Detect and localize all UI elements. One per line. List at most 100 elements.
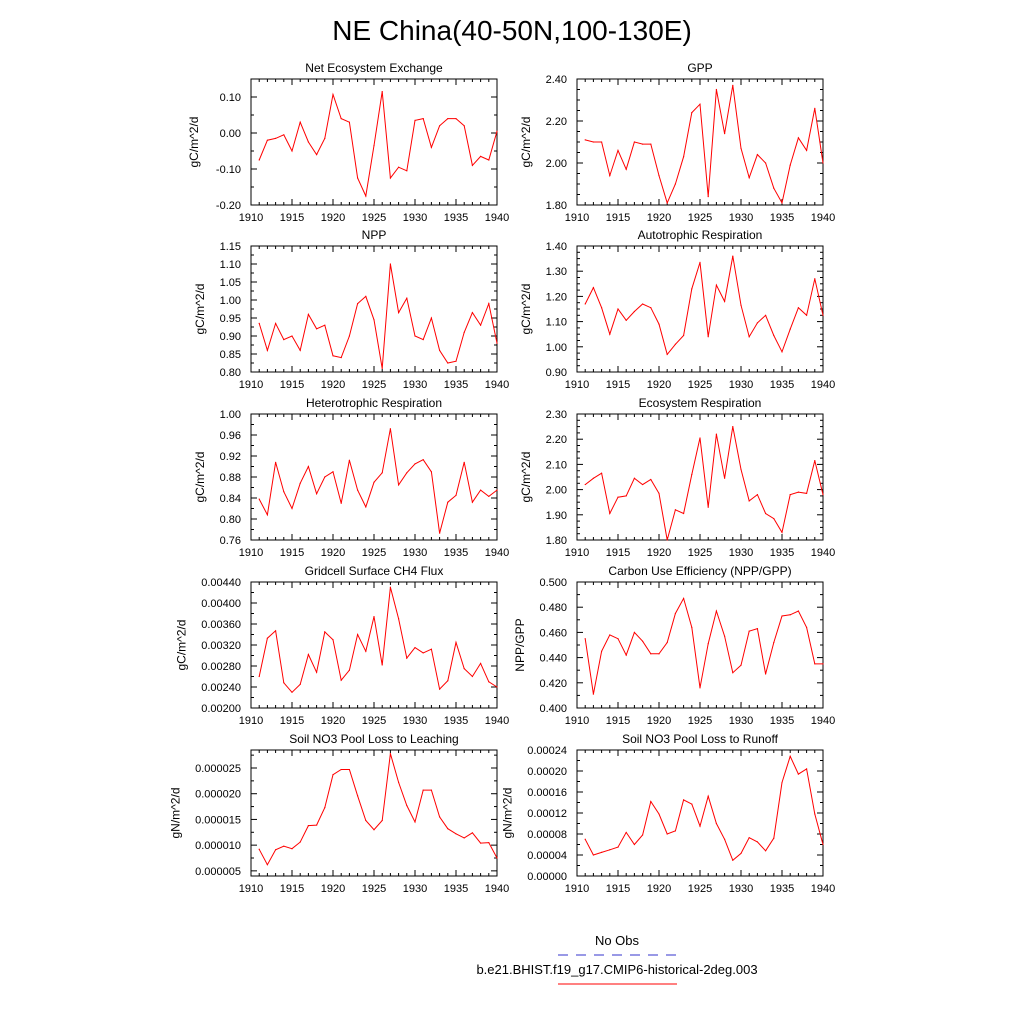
- data-point: [674, 183, 677, 185]
- legend-label-model: b.e21.BHIST.f19_g17.CMIP6-historical-2de…: [476, 962, 757, 977]
- data-point: [814, 278, 816, 280]
- panel-title: Soil NO3 Pool Loss to Leaching: [289, 732, 458, 746]
- data-point: [699, 687, 701, 689]
- data-point: [699, 261, 701, 263]
- x-tick-label: 1930: [403, 212, 427, 224]
- y-tick-label: 0.500: [539, 577, 567, 589]
- data-point: [381, 367, 383, 369]
- y-tick-label: 0.00280: [201, 661, 241, 673]
- data-point: [699, 437, 701, 439]
- data-point: [365, 650, 367, 652]
- data-point: [266, 349, 268, 351]
- data-point: [691, 112, 693, 114]
- data-point: [357, 795, 359, 797]
- data-point: [332, 355, 334, 357]
- data-point: [447, 828, 449, 830]
- data-point: [806, 149, 808, 151]
- series-line: [584, 426, 824, 541]
- data-point: [488, 303, 490, 305]
- x-tick-label: 1910: [565, 883, 589, 895]
- panel-title: Soil NO3 Pool Loss to Runoff: [622, 732, 779, 746]
- y-tick-label: 1.30: [546, 266, 567, 278]
- data-point: [797, 137, 800, 139]
- data-point: [666, 353, 668, 355]
- data-point: [707, 196, 709, 198]
- data-point: [584, 139, 586, 141]
- data-point: [683, 334, 685, 337]
- data-point: [674, 612, 677, 615]
- data-point: [357, 633, 359, 636]
- x-tick-label: 1930: [729, 715, 753, 727]
- data-point: [406, 657, 408, 659]
- data-point: [691, 288, 693, 290]
- x-tick-label: 1935: [444, 883, 468, 895]
- data-point: [348, 459, 350, 461]
- data-points: [258, 428, 498, 534]
- y-tick-label: 0.10: [220, 92, 241, 104]
- y-axis-label: gC/m^2/d: [193, 452, 207, 503]
- y-tick-label: 0.00024: [527, 745, 567, 757]
- data-point: [463, 837, 465, 839]
- series-line: [258, 428, 498, 534]
- data-point: [748, 336, 750, 338]
- data-point: [316, 493, 318, 495]
- data-points: [584, 426, 824, 541]
- x-tick-label: 1925: [688, 715, 712, 727]
- y-tick-label: 0.000025: [195, 763, 241, 775]
- y-axis-label: gC/m^2/d: [519, 117, 533, 168]
- y-axis-label: gC/m^2/d: [175, 620, 189, 671]
- series-line: [258, 587, 498, 694]
- series-line: [585, 85, 824, 205]
- data-point: [756, 628, 759, 630]
- panel-3: NPP 1910 1915 1920 1925 1930 1935 1940 0.80 0.85 0…: [193, 228, 509, 391]
- data-point: [275, 849, 277, 851]
- data-point: [365, 819, 367, 822]
- data-point: [781, 351, 783, 353]
- data-point: [797, 610, 800, 612]
- main-title: NE China(40-50N,100-130E): [332, 15, 692, 46]
- data-point: [373, 319, 375, 321]
- panel-7: Gridcell Surface CH4 Flux 1910 1915 1920 192…: [175, 564, 510, 727]
- y-tick-label: 1.15: [220, 241, 241, 253]
- data-point: [389, 177, 391, 179]
- data-point: [814, 663, 816, 665]
- data-point: [488, 159, 490, 161]
- legend: No Obs b.e21.BHIST.f19_g17.CMIP6-histori…: [476, 933, 758, 985]
- x-tick-label: 1935: [770, 212, 794, 224]
- panel-2: GPP 1910 1915 1920 1925 1930 1935 1940 1.80 2.00 2…: [519, 61, 835, 224]
- data-point: [439, 349, 441, 351]
- data-point: [455, 494, 457, 496]
- data-point: [389, 263, 391, 265]
- y-tick-label: 0.00400: [201, 598, 241, 610]
- data-point: [488, 681, 490, 683]
- data-point: [601, 141, 603, 143]
- data-point: [348, 121, 350, 123]
- data-point: [496, 489, 498, 491]
- x-tick-label: 1910: [565, 379, 589, 391]
- y-tick-label: 0.92: [220, 451, 241, 463]
- y-axis-label: gC/m^2/d: [187, 117, 201, 168]
- data-point: [633, 310, 636, 313]
- data-point: [658, 323, 660, 325]
- data-point: [650, 800, 652, 803]
- data-point: [732, 859, 734, 861]
- x-tick-label: 1910: [239, 883, 263, 895]
- x-tick-label: 1935: [444, 379, 468, 391]
- data-point: [748, 630, 750, 632]
- data-point: [406, 297, 408, 299]
- panel-9: Soil NO3 Pool Loss to Leaching 1910 1915 19…: [168, 732, 509, 895]
- y-tick-label: 0.00012: [527, 808, 567, 820]
- data-point: [381, 819, 383, 822]
- data-point: [307, 465, 309, 468]
- x-tick-label: 1935: [444, 547, 468, 559]
- y-tick-label: -0.20: [216, 200, 241, 212]
- data-point: [592, 141, 595, 143]
- data-point: [822, 843, 824, 846]
- x-tick-label: 1940: [811, 883, 835, 895]
- data-point: [348, 768, 350, 771]
- data-point: [724, 477, 726, 479]
- data-point: [601, 307, 603, 309]
- y-tick-label: 0.480: [539, 602, 567, 614]
- y-tick-label: 0.000005: [195, 866, 241, 878]
- data-point: [592, 693, 595, 695]
